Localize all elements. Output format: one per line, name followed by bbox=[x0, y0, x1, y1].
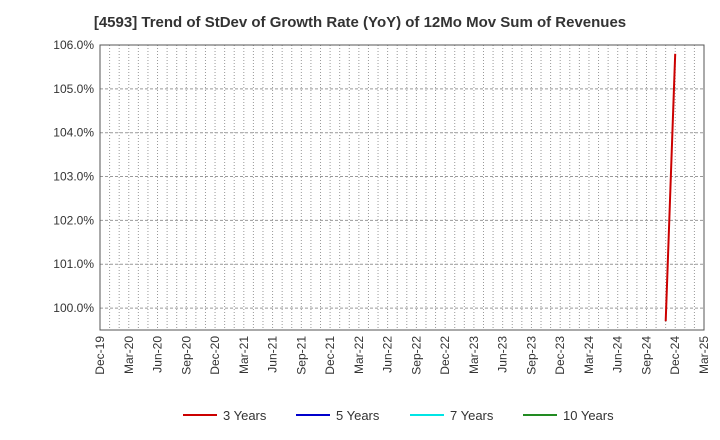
x-tick-label: Dec-24 bbox=[668, 336, 682, 375]
legend-label: 10 Years bbox=[563, 408, 614, 423]
y-axis-ticks: 100.0% 101.0% 102.0% 103.0% 104.0% 105.0% 106.… bbox=[53, 38, 94, 315]
legend-item: 3 Years bbox=[183, 408, 267, 423]
grid bbox=[100, 44, 704, 330]
x-tick-label: Dec-22 bbox=[438, 336, 452, 375]
x-tick-label: Sep-20 bbox=[179, 336, 193, 375]
x-tick-label: Jun-22 bbox=[381, 336, 395, 373]
x-tick-label: Jun-24 bbox=[611, 336, 625, 373]
y-tick-label: 101.0% bbox=[53, 257, 94, 271]
x-tick-label: Mar-23 bbox=[467, 336, 481, 374]
x-tick-label: Dec-23 bbox=[553, 336, 567, 375]
legend-item: 10 Years bbox=[523, 408, 614, 423]
y-tick-label: 105.0% bbox=[53, 82, 94, 96]
y-tick-label: 102.0% bbox=[53, 213, 94, 227]
x-tick-label: Sep-24 bbox=[639, 336, 653, 375]
legend-item: 5 Years bbox=[296, 408, 380, 423]
legend: 3 Years 5 Years 7 Years 10 Years bbox=[183, 408, 614, 423]
x-tick-label: Mar-21 bbox=[237, 336, 251, 374]
x-tick-label: Mar-22 bbox=[352, 336, 366, 374]
y-tick-label: 100.0% bbox=[53, 301, 94, 315]
plot-area bbox=[99, 44, 705, 331]
legend-label: 5 Years bbox=[336, 408, 380, 423]
y-tick-label: 106.0% bbox=[53, 38, 94, 52]
x-tick-label: Jun-23 bbox=[496, 336, 510, 373]
x-tick-label: Mar-25 bbox=[697, 336, 711, 374]
x-tick-label: Dec-19 bbox=[93, 336, 107, 375]
x-tick-label: Mar-20 bbox=[122, 336, 136, 374]
x-axis-ticks: Dec-19 Mar-20 Jun-20 Sep-20 Dec-20 Mar-21 Jun-… bbox=[93, 336, 711, 375]
x-tick-label: Mar-24 bbox=[582, 336, 596, 374]
x-tick-label: Jun-21 bbox=[266, 336, 280, 373]
x-tick-label: Dec-21 bbox=[323, 336, 337, 375]
x-tick-label: Sep-22 bbox=[409, 336, 423, 375]
x-tick-label: Sep-23 bbox=[524, 336, 538, 375]
x-tick-label: Dec-20 bbox=[208, 336, 222, 375]
series-lines bbox=[664, 53, 677, 322]
y-tick-label: 103.0% bbox=[53, 170, 94, 184]
series-line-3-years bbox=[664, 53, 677, 322]
legend-label: 7 Years bbox=[450, 408, 494, 423]
y-tick-label: 104.0% bbox=[53, 126, 94, 140]
chart-title: [4593] Trend of StDev of Growth Rate (Yo… bbox=[93, 14, 627, 31]
x-tick-label: Jun-20 bbox=[151, 336, 165, 373]
legend-item: 7 Years bbox=[410, 408, 494, 423]
x-tick-label: Sep-21 bbox=[294, 336, 308, 375]
legend-label: 3 Years bbox=[223, 408, 267, 423]
